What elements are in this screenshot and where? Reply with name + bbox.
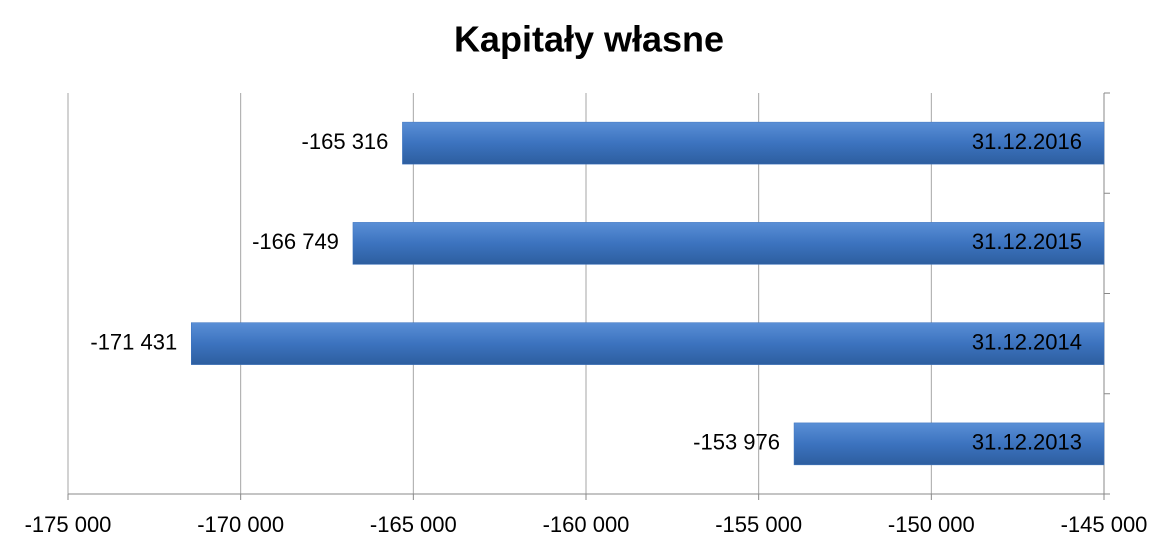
- bar: [793, 422, 1105, 466]
- data-label: -166 749: [252, 229, 339, 254]
- chart-title: Kapitały własne: [454, 19, 724, 60]
- x-tick-label: -155 000: [715, 512, 802, 537]
- x-tick-label: -150 000: [888, 512, 975, 537]
- bar: [190, 322, 1105, 365]
- x-tick-label: -170 000: [197, 512, 284, 537]
- category-label: 31.12.2013: [972, 430, 1082, 455]
- data-label: -171 431: [90, 329, 177, 354]
- bar: [402, 121, 1105, 165]
- x-tick-label: -175 000: [25, 512, 112, 537]
- bar: [352, 222, 1105, 265]
- x-tick-label: -160 000: [543, 512, 630, 537]
- data-label: -165 316: [302, 129, 389, 154]
- x-tick-label: -165 000: [370, 512, 457, 537]
- x-tick-label: -145 000: [1061, 512, 1148, 537]
- category-label: 31.12.2016: [972, 129, 1082, 154]
- category-label: 31.12.2015: [972, 229, 1082, 254]
- data-label: -153 976: [693, 430, 780, 455]
- category-label: 31.12.2014: [972, 329, 1082, 354]
